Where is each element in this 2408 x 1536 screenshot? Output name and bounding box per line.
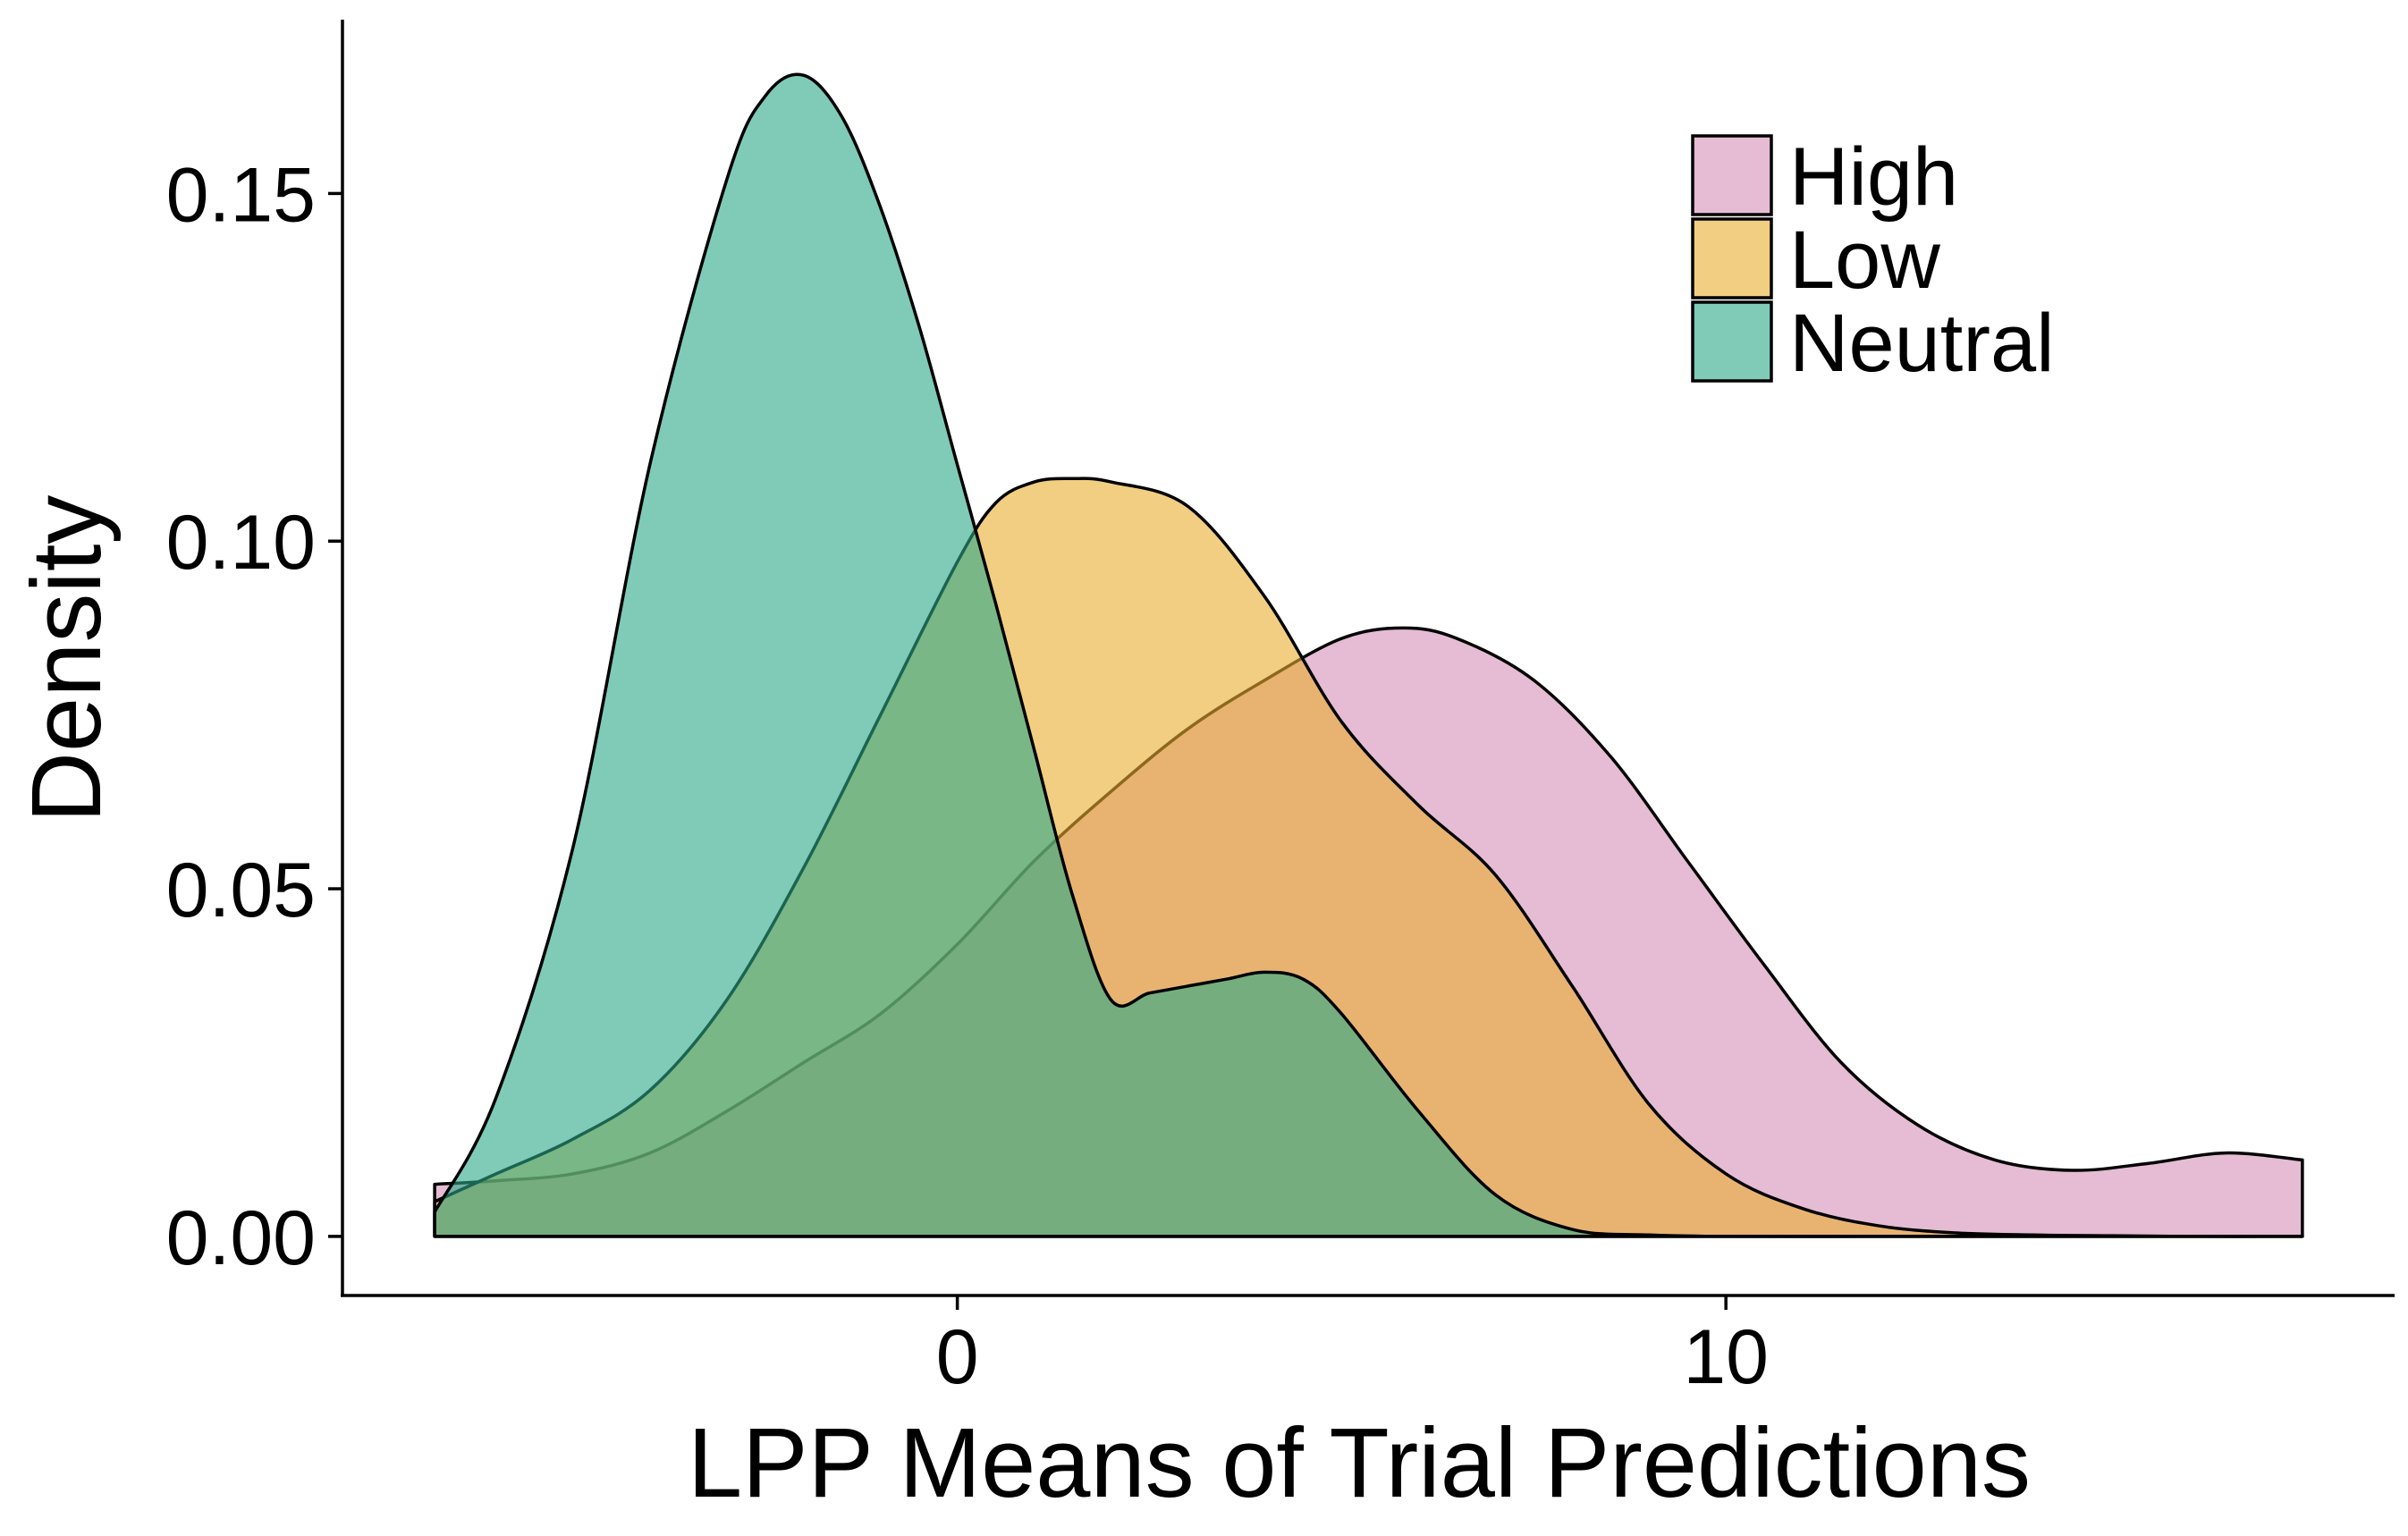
legend-key-low [1691,217,1773,300]
x-axis-ticks: 0 10 [936,1295,1769,1400]
legend-label-high: High [1789,131,1958,223]
legend-key-high [1691,134,1773,216]
y-tick-label: 0.00 [166,1195,316,1281]
x-axis-title: LPP Means of Trial Predictions [688,1408,2031,1518]
y-axis-title: Density [12,495,122,823]
y-tick-label: 0.15 [166,152,316,238]
legend-label-neutral: Neutral [1789,298,2055,389]
x-tick-label: 0 [936,1314,979,1400]
legend-key-neutral [1691,300,1773,383]
density-areas [433,72,2304,1238]
legend-label-low: Low [1789,215,1940,306]
y-tick-label: 0.10 [166,500,316,586]
y-tick-label: 0.05 [166,848,316,933]
density-area-neutral [433,72,2304,1238]
y-axis-ticks: 0.00 0.05 0.10 0.15 [166,152,342,1281]
x-tick-label: 10 [1683,1314,1769,1400]
